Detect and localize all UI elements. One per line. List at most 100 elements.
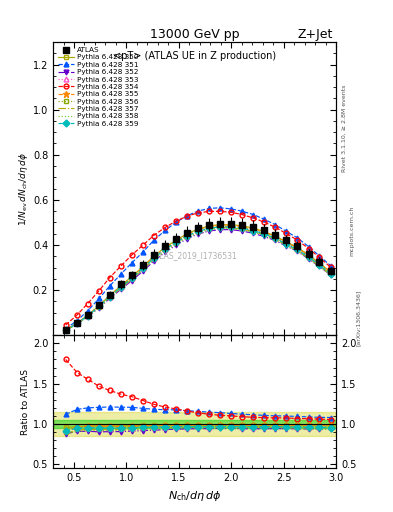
Pythia 6.428 353 bbox=[283, 240, 288, 246]
Pythia 6.428 355 bbox=[239, 223, 244, 229]
Pythia 6.428 355 bbox=[317, 260, 321, 266]
Pythia 6.428 359 bbox=[163, 246, 167, 252]
Pythia 6.428 355 bbox=[261, 229, 266, 235]
Pythia 6.428 355 bbox=[273, 233, 277, 240]
Y-axis label: Ratio to ATLAS: Ratio to ATLAS bbox=[21, 369, 30, 435]
Pythia 6.428 355 bbox=[295, 245, 299, 251]
Pythia 6.428 354 bbox=[129, 252, 134, 258]
Pythia 6.428 355 bbox=[107, 293, 112, 299]
Pythia 6.428 355 bbox=[283, 239, 288, 245]
Pythia 6.428 357 bbox=[207, 226, 211, 232]
Pythia 6.428 357 bbox=[119, 285, 123, 291]
Pythia 6.428 357 bbox=[163, 247, 167, 253]
Pythia 6.428 354 bbox=[173, 218, 178, 224]
Legend: ATLAS, Pythia 6.428 350, Pythia 6.428 351, Pythia 6.428 352, Pythia 6.428 353, P: ATLAS, Pythia 6.428 350, Pythia 6.428 35… bbox=[55, 44, 141, 130]
Pythia 6.428 357 bbox=[283, 242, 288, 248]
Pythia 6.428 351 bbox=[173, 219, 178, 225]
Pythia 6.428 359 bbox=[283, 241, 288, 247]
Pythia 6.428 358 bbox=[273, 237, 277, 243]
Pythia 6.428 351 bbox=[129, 260, 134, 266]
Pythia 6.428 359 bbox=[329, 271, 333, 277]
Pythia 6.428 359 bbox=[107, 293, 112, 300]
Pythia 6.428 356 bbox=[151, 255, 156, 261]
Pythia 6.428 350 bbox=[261, 228, 266, 234]
Pythia 6.428 354 bbox=[283, 230, 288, 237]
Pythia 6.428 354 bbox=[207, 208, 211, 215]
Pythia 6.428 351 bbox=[97, 295, 101, 302]
Pythia 6.428 355 bbox=[151, 253, 156, 260]
Pythia 6.428 356 bbox=[239, 225, 244, 231]
Pythia 6.428 355 bbox=[195, 227, 200, 233]
Pythia 6.428 355 bbox=[97, 303, 101, 309]
Pythia 6.428 357 bbox=[75, 321, 79, 327]
Text: 13000 GeV pp: 13000 GeV pp bbox=[150, 28, 239, 40]
Pythia 6.428 353 bbox=[261, 230, 266, 237]
Pythia 6.428 352 bbox=[295, 248, 299, 254]
Pythia 6.428 350 bbox=[239, 223, 244, 229]
Text: ATLAS_2019_I1736531: ATLAS_2019_I1736531 bbox=[151, 251, 238, 261]
Pythia 6.428 351 bbox=[151, 238, 156, 244]
Pythia 6.428 354 bbox=[195, 210, 200, 216]
Pythia 6.428 351 bbox=[229, 206, 233, 212]
Text: Rivet 3.1.10, ≥ 2.8M events: Rivet 3.1.10, ≥ 2.8M events bbox=[342, 84, 347, 172]
Pythia 6.428 358 bbox=[283, 242, 288, 248]
Bar bbox=[53, 420, 336, 428]
Pythia 6.428 355 bbox=[329, 269, 333, 275]
Pythia 6.428 358 bbox=[173, 241, 178, 247]
Pythia 6.428 353 bbox=[173, 239, 178, 245]
Pythia 6.428 358 bbox=[97, 304, 101, 310]
Pythia 6.428 358 bbox=[239, 227, 244, 233]
Pythia 6.428 356 bbox=[119, 284, 123, 290]
Line: Pythia 6.428 356: Pythia 6.428 356 bbox=[63, 224, 333, 332]
Pythia 6.428 355 bbox=[251, 226, 255, 232]
Pythia 6.428 359 bbox=[85, 313, 90, 319]
Pythia 6.428 358 bbox=[251, 229, 255, 235]
Pythia 6.428 351 bbox=[85, 308, 90, 314]
Text: [arXiv:1306.3436]: [arXiv:1306.3436] bbox=[356, 289, 361, 346]
Pythia 6.428 352 bbox=[329, 272, 333, 278]
Pythia 6.428 352 bbox=[63, 327, 68, 333]
Pythia 6.428 357 bbox=[97, 304, 101, 310]
Pythia 6.428 356 bbox=[229, 223, 233, 229]
Pythia 6.428 353 bbox=[85, 313, 90, 319]
Pythia 6.428 352 bbox=[239, 228, 244, 234]
Pythia 6.428 357 bbox=[273, 236, 277, 242]
Pythia 6.428 350 bbox=[119, 283, 123, 289]
Pythia 6.428 358 bbox=[85, 313, 90, 319]
Pythia 6.428 355 bbox=[129, 274, 134, 280]
Pythia 6.428 352 bbox=[195, 231, 200, 237]
Pythia 6.428 359 bbox=[195, 228, 200, 234]
Pythia 6.428 351 bbox=[283, 228, 288, 234]
Pythia 6.428 351 bbox=[295, 234, 299, 241]
Pythia 6.428 352 bbox=[317, 263, 321, 269]
Pythia 6.428 353 bbox=[329, 270, 333, 276]
Pythia 6.428 355 bbox=[141, 264, 145, 270]
Pythia 6.428 355 bbox=[173, 238, 178, 244]
Pythia 6.428 352 bbox=[173, 242, 178, 248]
Pythia 6.428 357 bbox=[141, 266, 145, 272]
Pythia 6.428 357 bbox=[295, 247, 299, 253]
Pythia 6.428 359 bbox=[217, 224, 222, 230]
Pythia 6.428 352 bbox=[273, 238, 277, 244]
Pythia 6.428 357 bbox=[107, 294, 112, 301]
Pythia 6.428 359 bbox=[273, 235, 277, 241]
Pythia 6.428 351 bbox=[307, 244, 311, 250]
Pythia 6.428 351 bbox=[317, 253, 321, 259]
Pythia 6.428 352 bbox=[75, 321, 79, 327]
Pythia 6.428 350 bbox=[151, 253, 156, 260]
Line: Pythia 6.428 357: Pythia 6.428 357 bbox=[66, 228, 331, 330]
Pythia 6.428 350 bbox=[273, 233, 277, 239]
Pythia 6.428 350 bbox=[329, 269, 333, 275]
Pythia 6.428 356 bbox=[207, 225, 211, 231]
Pythia 6.428 356 bbox=[273, 234, 277, 241]
Line: Pythia 6.428 359: Pythia 6.428 359 bbox=[63, 224, 333, 332]
Pythia 6.428 356 bbox=[307, 253, 311, 260]
Pythia 6.428 356 bbox=[261, 230, 266, 237]
Text: mcplots.cern.ch: mcplots.cern.ch bbox=[350, 205, 355, 255]
Pythia 6.428 359 bbox=[151, 255, 156, 261]
Pythia 6.428 357 bbox=[195, 229, 200, 236]
Pythia 6.428 355 bbox=[217, 222, 222, 228]
Pythia 6.428 357 bbox=[129, 276, 134, 282]
Pythia 6.428 359 bbox=[63, 327, 68, 333]
Pythia 6.428 351 bbox=[261, 216, 266, 222]
